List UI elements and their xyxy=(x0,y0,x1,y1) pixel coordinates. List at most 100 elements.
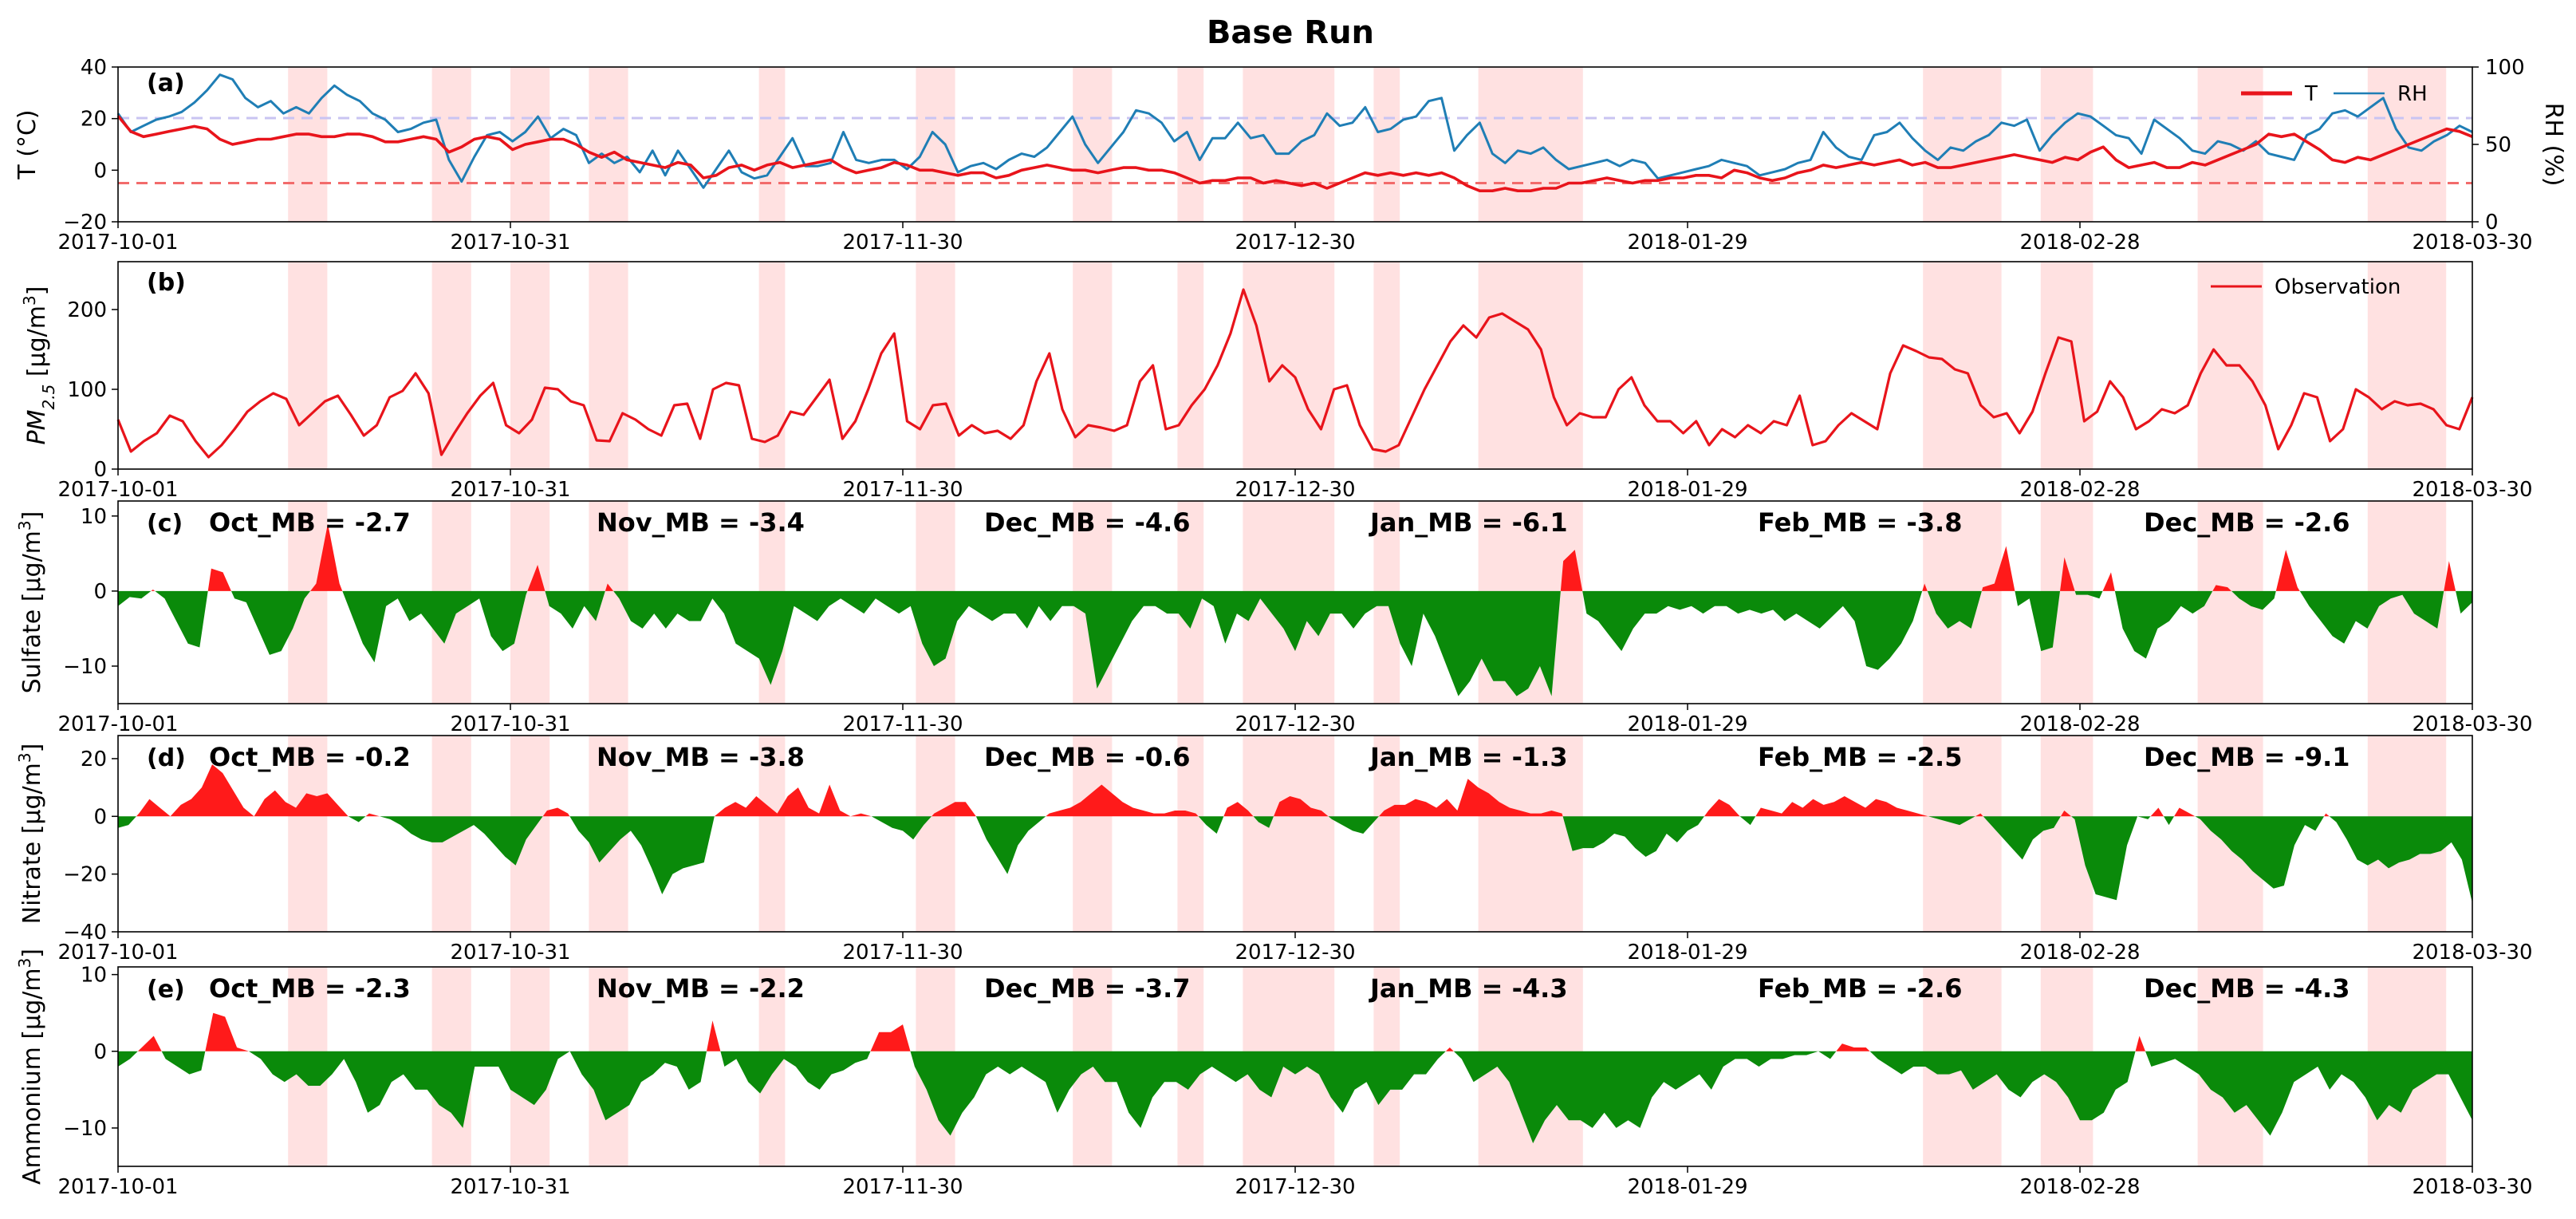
shaded-period xyxy=(510,262,550,469)
x-tick-label: 2017-10-31 xyxy=(450,712,570,736)
monthly-mean-bias-label: Dec_MB = -9.1 xyxy=(2144,742,2350,772)
monthly-mean-bias-label: Jan_MB = -1.3 xyxy=(1369,742,1568,772)
shaded-period xyxy=(1373,262,1400,469)
legend-rh-label: RH xyxy=(2397,82,2428,106)
shaded-period xyxy=(1373,67,1400,222)
x-tick-label: 2017-12-30 xyxy=(1235,941,1355,965)
y-tick-label: 10 xyxy=(81,964,107,988)
monthly-mean-bias-label: Feb_MB = -2.5 xyxy=(1758,742,1962,772)
x-tick-label: 2018-01-29 xyxy=(1627,941,1747,965)
y-tick-label: 40 xyxy=(81,56,107,80)
x-tick-label: 2017-10-01 xyxy=(57,1175,178,1199)
y-axis-label-part: Ammonium [μg/m xyxy=(18,968,46,1185)
x-tick-label: 2017-12-30 xyxy=(1235,712,1355,736)
y-tick-label: 20 xyxy=(81,748,107,771)
y-tick-label: 0 xyxy=(93,458,107,482)
panel-label: (c) xyxy=(147,510,183,538)
shaded-period xyxy=(758,67,786,222)
y-axis-label-part: PM xyxy=(23,409,51,444)
rh-line xyxy=(116,73,2473,189)
x-tick-label: 2017-10-01 xyxy=(57,231,178,254)
monthly-mean-bias-label: Dec_MB = -2.6 xyxy=(2144,507,2350,538)
x-tick-label: 2017-10-31 xyxy=(450,231,570,254)
monthly-mean-bias-label: Jan_MB = -4.3 xyxy=(1369,973,1568,1004)
x-tick-label: 2017-10-01 xyxy=(57,941,178,965)
panel-label: (b) xyxy=(147,269,186,297)
shaded-period xyxy=(1373,736,1400,932)
y-right-tick-label: 50 xyxy=(2485,133,2511,157)
monthly-mean-bias-label: Oct_MB = -2.7 xyxy=(209,507,411,538)
y-axis-label-part: 2.5 xyxy=(39,385,58,410)
y-axis-label-part: ] xyxy=(18,744,46,753)
negative-bias-area xyxy=(118,1051,2472,1144)
y-axis-label-part: [μg/m xyxy=(23,306,51,385)
positive-bias-area xyxy=(136,764,2330,817)
t-line xyxy=(116,115,2473,192)
monthly-mean-bias-label: Oct_MB = -2.3 xyxy=(209,973,411,1004)
y-axis-label-part: ] xyxy=(23,286,51,296)
shaded-period xyxy=(916,736,955,932)
monthly-mean-bias-label: Feb_MB = -3.8 xyxy=(1758,507,1962,538)
x-tick-label: 2017-11-30 xyxy=(842,712,963,736)
x-tick-label: 2017-11-30 xyxy=(842,478,963,502)
x-tick-label: 2017-12-30 xyxy=(1235,1175,1355,1199)
y-tick-label: −20 xyxy=(63,863,107,887)
x-tick-label: 2017-11-30 xyxy=(842,231,963,254)
shaded-period xyxy=(1073,262,1113,469)
x-tick-label: 2018-01-29 xyxy=(1627,231,1747,254)
x-tick-label: 2018-03-30 xyxy=(2412,1175,2532,1199)
y-axis-label-part: 3 xyxy=(15,752,34,763)
y-tick-label: 200 xyxy=(67,298,107,322)
y-axis-label-part: 3 xyxy=(15,520,34,531)
shaded-period xyxy=(1923,67,2002,222)
shaded-period xyxy=(2367,262,2447,469)
shaded-period xyxy=(1073,67,1113,222)
x-tick-label: 2018-01-29 xyxy=(1627,478,1747,502)
shaded-period xyxy=(1923,736,2002,932)
monthly-mean-bias-label: Nov_MB = -3.8 xyxy=(597,742,805,772)
x-tick-label: 2017-11-30 xyxy=(842,1175,963,1199)
y-axis-label-part: ] xyxy=(18,949,46,958)
shaded-period xyxy=(288,67,328,222)
y-axis-label: PM2.5 [μg/m3] xyxy=(20,286,58,445)
panel-label: (e) xyxy=(147,976,185,1004)
x-tick-label: 2018-03-30 xyxy=(2412,712,2532,736)
legend: Observation xyxy=(2211,275,2401,299)
negative-bias-area xyxy=(118,816,2472,903)
monthly-mean-bias-label: Dec_MB = -4.6 xyxy=(984,507,1191,538)
y-tick-label: 20 xyxy=(81,108,107,132)
x-tick-label: 2018-02-28 xyxy=(2019,712,2140,736)
y-right-tick-label: 100 xyxy=(2485,56,2525,80)
y-axis-label-part: 3 xyxy=(15,958,34,968)
figure-title: Base Run xyxy=(1207,14,1374,51)
shaded-period xyxy=(1243,262,1335,469)
shaded-period xyxy=(916,67,955,222)
y-axis-label-part: ] xyxy=(18,511,46,521)
y-axis-label-left: T (°C) xyxy=(14,109,41,179)
x-tick-label: 2018-01-29 xyxy=(1627,1175,1747,1199)
monthly-mean-bias-label: Jan_MB = -6.1 xyxy=(1369,507,1568,538)
shaded-period xyxy=(589,67,628,222)
shaded-period xyxy=(1923,262,2002,469)
y-axis-label: Ammonium [μg/m3] xyxy=(15,949,46,1185)
y-tick-label: 0 xyxy=(93,580,107,604)
panel-a: 40 20 0 −20 100 50 0 2017-10-01 2017-10-31 2017-1… xyxy=(14,56,2567,254)
legend-t-label: T xyxy=(2304,82,2318,106)
y-tick-label: −40 xyxy=(63,921,107,945)
x-tick-label: 2018-02-28 xyxy=(2019,1175,2140,1199)
x-tick-label: 2017-10-31 xyxy=(450,1175,570,1199)
monthly-mean-bias-label: Nov_MB = -2.2 xyxy=(597,973,805,1004)
panel-label: (d) xyxy=(147,744,186,772)
shaded-period xyxy=(758,736,786,932)
negative-bias-area xyxy=(118,590,2472,696)
x-tick-label: 2018-02-28 xyxy=(2019,478,2140,502)
legend-observation-label: Observation xyxy=(2275,275,2401,299)
shaded-period xyxy=(1243,67,1335,222)
y-tick-label: 0 xyxy=(93,159,107,183)
y-tick-label: 0 xyxy=(93,1040,107,1064)
shaded-period xyxy=(758,262,786,469)
shaded-period xyxy=(288,262,328,469)
